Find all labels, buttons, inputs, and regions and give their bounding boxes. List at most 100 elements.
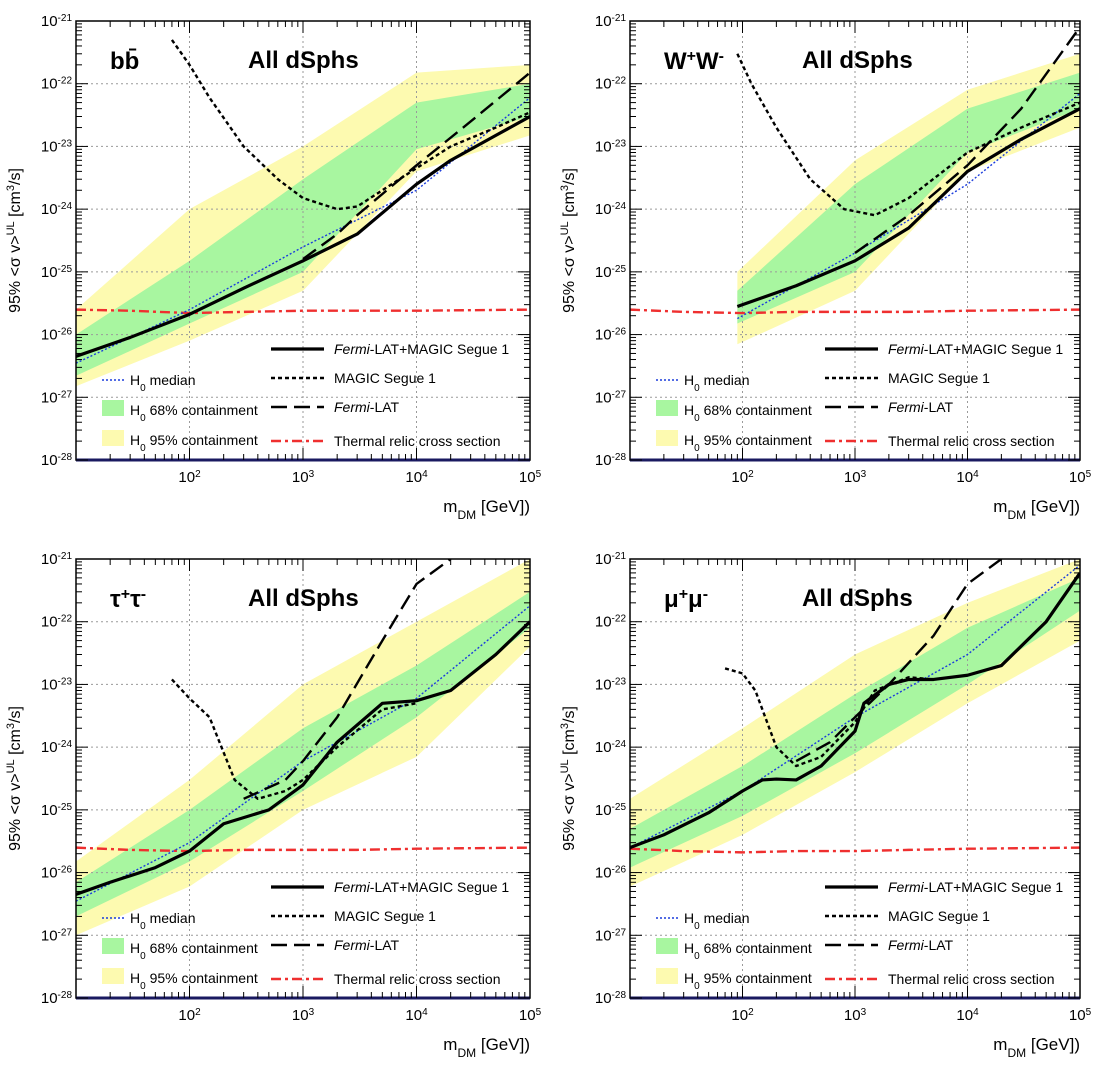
chart-panel-1: 102 103 104 10510-2810-2710-2610-2510-2410-… xyxy=(5,13,542,523)
y-tick-label-part: 10 xyxy=(41,614,58,631)
y-tick-label-part: -21 xyxy=(612,13,627,24)
y-tick-label: 10-27 xyxy=(595,927,627,945)
x-tick-label-part: 10 xyxy=(292,469,309,486)
legend-label-95: H0 95% containment xyxy=(684,970,812,992)
legend-label-magic: MAGIC Segue 1 xyxy=(888,370,990,386)
y-axis-title-part: UL xyxy=(559,759,571,773)
legend-label-68-part: H xyxy=(684,940,694,956)
y-axis-title: 95% <σ v>UL [cm3/s] xyxy=(559,706,578,851)
y-tick-label-part: -25 xyxy=(612,801,627,812)
x-tick-label-part: 10 xyxy=(519,469,536,486)
y-tick-label: 10-21 xyxy=(595,551,627,569)
x-axis-title: mDM [GeV]) xyxy=(993,1035,1080,1060)
y-tick-label-part: 10 xyxy=(595,264,612,281)
x-tick-label-part: 10 xyxy=(292,1007,309,1024)
channel-label: μ+μ- xyxy=(664,586,708,614)
y-tick-label-part: 10 xyxy=(595,739,612,756)
legend-swatch-95 xyxy=(102,968,124,984)
x-tick-label: 105 xyxy=(519,469,542,487)
y-axis-title-part: 3 xyxy=(5,723,17,729)
region-label-part: All dSphs xyxy=(802,47,913,74)
y-tick-label-part: 10 xyxy=(595,389,612,406)
y-tick-label-part: 10 xyxy=(41,264,58,281)
y-tick-label-part: -24 xyxy=(58,739,73,750)
legend-label-thermal-part: Thermal relic cross section xyxy=(888,971,1055,987)
channel-label-part: μ xyxy=(688,586,703,613)
channel-label-part: + xyxy=(687,48,696,65)
y-axis-title-part: 95% <σ v> xyxy=(561,235,578,312)
series-line-dashed xyxy=(243,559,452,800)
legend-label-fermi-part: -LAT xyxy=(370,937,400,953)
legend-label-68: H0 68% containment xyxy=(684,940,812,962)
region-label-part: All dSphs xyxy=(802,585,913,612)
legend-label-combined-part: -LAT+MAGIC Segue 1 xyxy=(924,879,1064,895)
y-tick-label-part: 10 xyxy=(595,802,612,819)
legend-swatch-68 xyxy=(102,400,124,416)
region-label-part: All dSphs xyxy=(248,585,359,612)
y-tick-label-part: 10 xyxy=(595,990,612,1007)
y-tick-label-part: -28 xyxy=(612,452,627,463)
y-tick-label: 10-28 xyxy=(595,452,627,470)
y-axis-title-part: 3 xyxy=(5,185,17,191)
legend-label-median-part: 0 xyxy=(694,921,700,932)
legend-label-thermal: Thermal relic cross section xyxy=(334,971,501,987)
series-line-dotted xyxy=(736,53,1080,217)
channel-label-part: - xyxy=(703,586,708,603)
y-axis-title-part: 3 xyxy=(559,185,571,191)
y-tick-label-part: -24 xyxy=(58,201,73,212)
y-axis-title-part: UL xyxy=(5,759,17,773)
y-tick-label-part: -21 xyxy=(58,551,73,562)
y-tick-label-part: 10 xyxy=(41,990,58,1007)
channel-label-part: W xyxy=(696,48,719,75)
legend-label-95-part: H xyxy=(684,432,694,448)
x-tick-label-part: 5 xyxy=(1086,469,1092,480)
x-tick-label-part: 10 xyxy=(844,469,861,486)
x-tick-label-part: 4 xyxy=(973,469,979,480)
y-tick-label-part: -23 xyxy=(58,676,73,687)
x-tick-label: 102 xyxy=(178,469,201,487)
y-tick-label-part: -27 xyxy=(612,927,627,938)
y-tick-label-part: -23 xyxy=(612,676,627,687)
y-tick-label-part: 10 xyxy=(595,551,612,568)
y-tick-label-part: -27 xyxy=(58,927,73,938)
legend-label-fermi-part: Fermi xyxy=(334,937,371,953)
x-tick-label: 103 xyxy=(292,1007,315,1025)
legend-label-95-part: 0 xyxy=(694,981,700,992)
y-tick-label: 10-24 xyxy=(41,201,73,219)
legend-label-68-part: H xyxy=(130,402,140,418)
y-tick-label: 10-26 xyxy=(41,326,73,344)
legend-label-95: H0 95% containment xyxy=(130,970,258,992)
legend-label-95-part: 95% containment xyxy=(146,970,258,986)
series-line-dashed xyxy=(302,71,530,261)
x-tick-label: 102 xyxy=(178,1007,201,1025)
series-line-dashed xyxy=(854,26,1080,254)
y-tick-label-part: -28 xyxy=(58,452,73,463)
y-tick-label: 10-24 xyxy=(41,739,73,757)
y-tick-label-part: -22 xyxy=(58,613,73,624)
y-axis-title: 95% <σ v>UL [cm3/s] xyxy=(559,168,578,313)
legend-label-95-part: H xyxy=(130,432,140,448)
y-tick-label-part: 10 xyxy=(595,614,612,631)
series-line-solid xyxy=(630,572,1080,850)
series-line-solid xyxy=(76,115,530,358)
y-axis-title-part: [cm xyxy=(561,191,578,221)
x-axis-title-part: [GeV]) xyxy=(1026,497,1080,516)
y-tick-label-part: 10 xyxy=(41,551,58,568)
x-axis-title: mDM [GeV]) xyxy=(443,1035,530,1060)
x-tick-label: 105 xyxy=(1069,469,1092,487)
y-tick-label-part: 10 xyxy=(41,76,58,93)
legend-label-fermi-part: Fermi xyxy=(888,399,925,415)
channel-label-part: W xyxy=(664,48,687,75)
legend-label-magic: MAGIC Segue 1 xyxy=(334,370,436,386)
x-axis-title-part: m xyxy=(993,497,1007,516)
legend-label-magic: MAGIC Segue 1 xyxy=(888,908,990,924)
legend-label-median-part: H xyxy=(684,910,694,926)
y-axis-title-part: 3 xyxy=(559,723,571,729)
legend-label-68: H0 68% containment xyxy=(130,402,258,424)
series-line-solid xyxy=(76,620,530,896)
channel-label-part: - xyxy=(141,586,146,603)
